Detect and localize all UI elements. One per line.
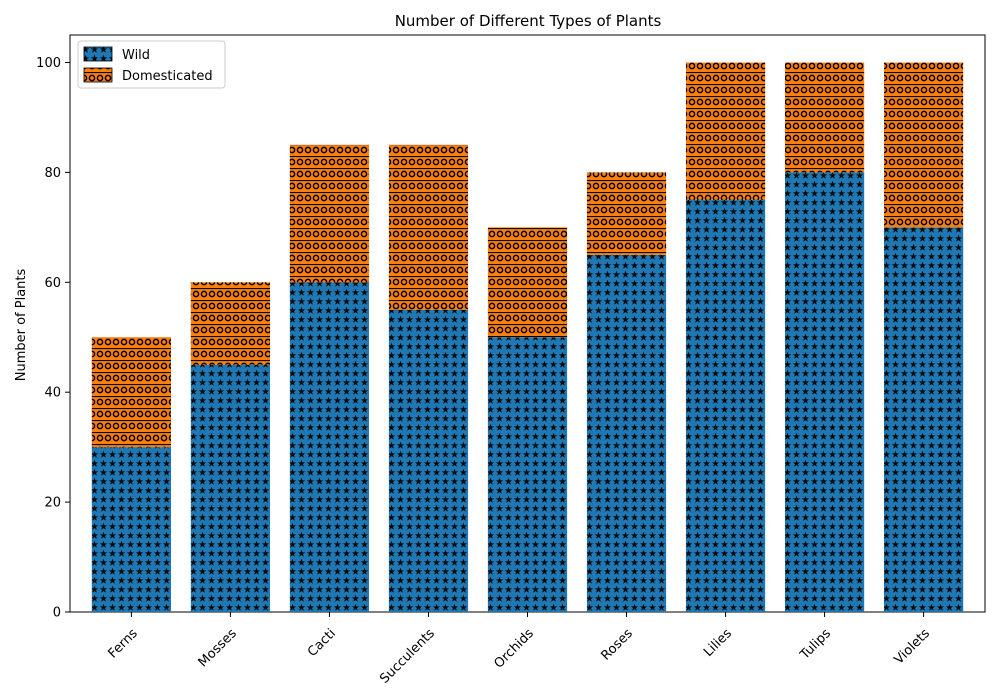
y-axis-label: Number of Plants [14, 269, 29, 382]
x-tick-label: Lilies [701, 626, 735, 660]
bar-wild-violets [883, 227, 964, 613]
bar-wild-tulips [784, 172, 865, 612]
x-tick-label: Mosses [196, 626, 240, 670]
y-tick-label: 40 [44, 386, 61, 401]
bar-domesticated-violets [883, 62, 964, 228]
y-tick-label: 100 [36, 56, 61, 71]
bar-domesticated-cacti [289, 144, 370, 283]
legend-swatch-domesticated [83, 67, 113, 83]
bar-wild-mosses [190, 364, 271, 612]
x-tick-label: Orchids [491, 626, 537, 672]
bar-domesticated-lilies [685, 62, 766, 200]
chart-title: Number of Different Types of Plants [395, 12, 662, 30]
bars [91, 62, 964, 613]
x-tick-label: Roses [598, 626, 636, 664]
bar-domesticated-tulips [784, 62, 865, 173]
y-tick-label: 0 [53, 606, 61, 621]
legend: Wild Domesticated [77, 40, 226, 89]
bar-wild-orchids [487, 337, 568, 612]
legend-label-wild: Wild [122, 48, 150, 63]
bar-wild-ferns [91, 447, 172, 612]
bar-wild-lilies [685, 199, 766, 612]
bar-wild-roses [586, 254, 667, 613]
bar-domesticated-orchids [487, 227, 568, 338]
x-tick-label: Succulents [377, 626, 438, 687]
x-tick-label: Violets [892, 626, 934, 668]
x-tick-label: Cacti [305, 626, 339, 660]
bar-domesticated-roses [586, 172, 667, 255]
legend-swatch-wild [83, 46, 113, 62]
legend-label-domesticated: Domesticated [122, 69, 213, 84]
bar-wild-cacti [289, 282, 370, 612]
y-tick-label: 20 [44, 496, 61, 511]
x-tick-label: Tulips [797, 626, 834, 663]
x-axis: Ferns Mosses Cacti Succulents Orchids Roses Li… [106, 612, 934, 687]
bar-domesticated-mosses [190, 282, 271, 365]
x-tick-label: Ferns [106, 626, 141, 661]
y-tick-label: 60 [44, 276, 61, 291]
legend-frame [77, 40, 226, 89]
y-tick-label: 80 [44, 166, 61, 181]
bar-domesticated-ferns [91, 337, 172, 448]
y-axis: 0 20 40 60 80 100 [36, 56, 70, 621]
bar-domesticated-succulents [388, 144, 469, 310]
bar-wild-succulents [388, 309, 469, 612]
